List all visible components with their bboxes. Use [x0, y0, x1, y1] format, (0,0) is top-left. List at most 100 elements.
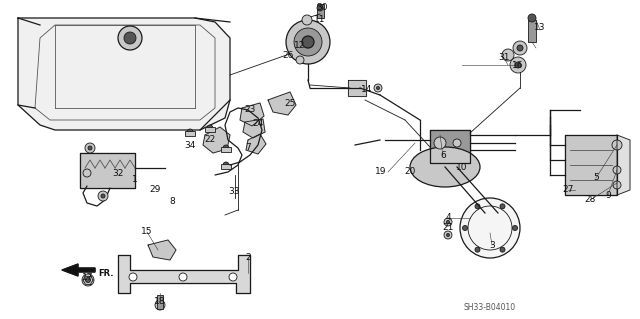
Text: 21: 21: [442, 224, 454, 233]
Text: 3: 3: [489, 241, 495, 249]
Circle shape: [510, 57, 526, 73]
Circle shape: [447, 220, 449, 224]
Bar: [185, 131, 195, 136]
Text: 10: 10: [456, 164, 468, 173]
Circle shape: [463, 226, 467, 231]
Text: 6: 6: [440, 152, 446, 160]
Circle shape: [613, 166, 621, 174]
Bar: [221, 164, 231, 169]
Circle shape: [286, 20, 330, 64]
Text: 27: 27: [563, 186, 573, 195]
Circle shape: [129, 273, 137, 281]
Text: 18: 18: [154, 298, 166, 307]
Polygon shape: [565, 135, 617, 195]
Polygon shape: [617, 135, 630, 195]
Text: 2: 2: [245, 254, 251, 263]
Text: 26: 26: [282, 50, 294, 60]
Text: 11: 11: [314, 16, 326, 25]
Text: 23: 23: [244, 106, 256, 115]
Circle shape: [85, 143, 95, 153]
Text: 1: 1: [132, 175, 138, 184]
Circle shape: [229, 273, 237, 281]
Text: 8: 8: [169, 197, 175, 206]
Text: 34: 34: [184, 140, 196, 150]
Circle shape: [294, 28, 322, 56]
Circle shape: [513, 226, 518, 231]
Circle shape: [447, 234, 449, 236]
Polygon shape: [243, 119, 265, 138]
Circle shape: [517, 45, 523, 51]
Circle shape: [98, 191, 108, 201]
Text: 30: 30: [316, 4, 328, 12]
Text: 12: 12: [294, 41, 306, 49]
Circle shape: [515, 62, 521, 68]
Circle shape: [88, 146, 92, 150]
Text: 24: 24: [252, 118, 264, 128]
Circle shape: [444, 231, 452, 239]
Polygon shape: [118, 255, 250, 293]
Bar: [221, 147, 231, 152]
Circle shape: [179, 273, 187, 281]
Text: SH33-B04010: SH33-B04010: [464, 303, 516, 313]
Text: 22: 22: [204, 136, 216, 145]
Text: 9: 9: [605, 190, 611, 199]
Circle shape: [223, 162, 229, 168]
Circle shape: [86, 278, 90, 283]
Circle shape: [513, 41, 527, 55]
Polygon shape: [80, 153, 135, 188]
Polygon shape: [148, 240, 176, 260]
Bar: [205, 127, 215, 132]
Circle shape: [317, 5, 323, 11]
Circle shape: [500, 247, 505, 252]
Circle shape: [502, 49, 514, 61]
Bar: [157, 295, 163, 309]
Text: 25: 25: [284, 99, 296, 108]
Text: 13: 13: [534, 24, 546, 33]
Circle shape: [444, 218, 452, 226]
Polygon shape: [246, 134, 266, 154]
Circle shape: [223, 145, 229, 151]
Circle shape: [302, 15, 312, 25]
Circle shape: [500, 204, 505, 209]
Circle shape: [296, 56, 304, 64]
Text: 5: 5: [593, 174, 599, 182]
Circle shape: [302, 36, 314, 48]
Text: 14: 14: [362, 85, 372, 94]
Bar: [317, 4, 324, 18]
Text: 4: 4: [445, 213, 451, 222]
Polygon shape: [240, 103, 264, 126]
Text: 19: 19: [375, 167, 387, 176]
Text: 31: 31: [499, 54, 509, 63]
Circle shape: [101, 194, 105, 198]
Circle shape: [528, 14, 536, 22]
Text: 33: 33: [228, 188, 240, 197]
Text: 29: 29: [149, 186, 161, 195]
Text: 7: 7: [245, 144, 251, 152]
Polygon shape: [430, 130, 470, 163]
Circle shape: [82, 274, 94, 286]
Text: 32: 32: [112, 168, 124, 177]
Circle shape: [475, 247, 480, 252]
Circle shape: [155, 300, 165, 310]
Bar: [528, 20, 536, 42]
Circle shape: [475, 204, 480, 209]
Polygon shape: [18, 18, 230, 130]
Polygon shape: [62, 264, 95, 276]
Circle shape: [83, 169, 91, 177]
Circle shape: [612, 140, 622, 150]
Circle shape: [434, 137, 446, 149]
Circle shape: [374, 84, 382, 92]
Ellipse shape: [410, 147, 480, 187]
Text: 15: 15: [141, 227, 153, 236]
Text: 16: 16: [512, 61, 524, 70]
Polygon shape: [348, 80, 366, 96]
Text: 17: 17: [83, 273, 93, 283]
Circle shape: [124, 32, 136, 44]
Circle shape: [118, 26, 142, 50]
Circle shape: [207, 125, 213, 131]
Circle shape: [376, 86, 380, 90]
Polygon shape: [268, 92, 296, 115]
Text: 20: 20: [404, 167, 416, 176]
Circle shape: [187, 129, 193, 135]
Circle shape: [453, 139, 461, 147]
